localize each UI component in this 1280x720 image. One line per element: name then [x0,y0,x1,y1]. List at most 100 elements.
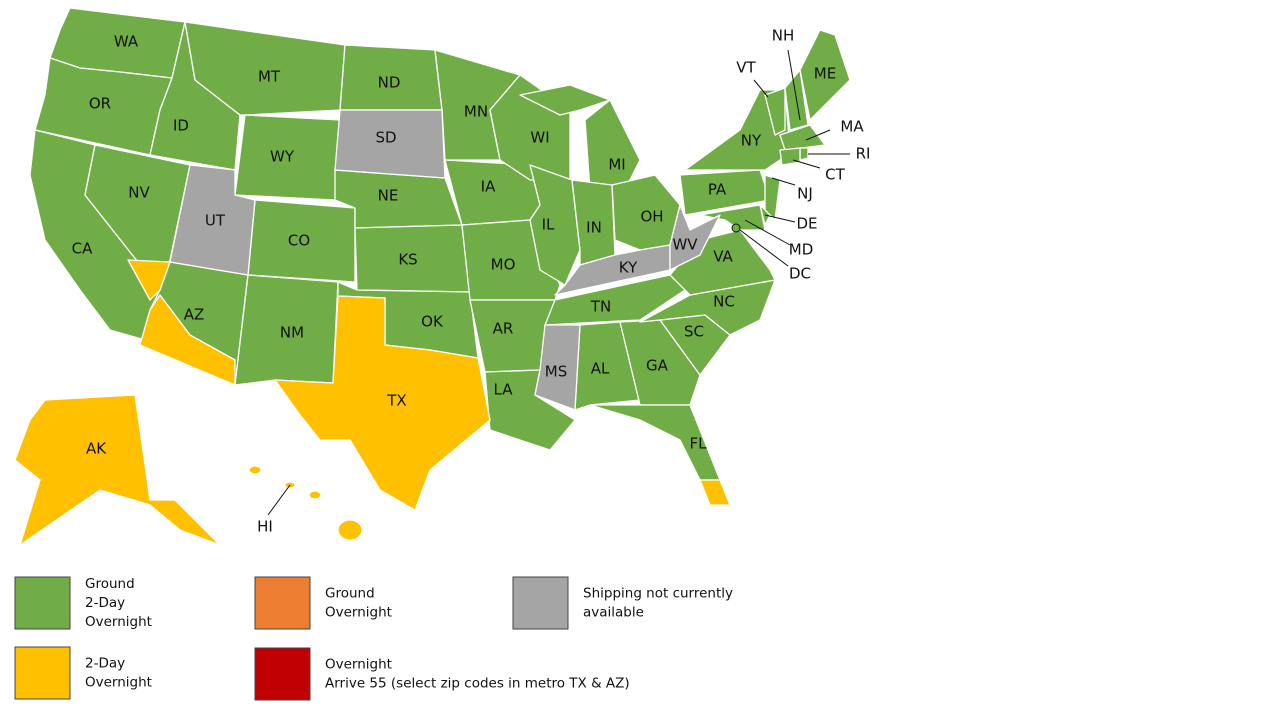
state-label: TN [590,298,611,316]
legend-text: Shipping not currently [583,586,733,602]
state-shape [699,204,766,231]
state-label: SC [684,323,704,341]
leader-line [771,177,796,186]
state-shape [779,147,801,166]
state-label: NV [128,184,150,202]
state-label: MN [464,103,488,121]
state-label: NH [772,27,795,45]
state-shape [519,84,611,116]
state-label: WV [672,236,698,254]
state-label: HI [257,518,273,536]
state-shape [764,87,786,136]
state-label: MD [789,241,814,259]
leader-line [739,229,789,267]
legend-text: Overnight [325,605,392,621]
legend-text: Ground [325,586,375,602]
state-label: SD [375,129,396,147]
state-label: NY [741,132,762,150]
legend-text: Overnight [85,614,152,630]
state-label: CO [288,232,310,250]
state-shape [334,109,446,179]
state-label: OK [421,313,444,331]
state-shape [764,174,781,221]
state-label: FL [690,435,708,453]
state-shape [534,324,581,411]
state-label: VT [736,59,756,77]
state-shape [14,394,221,546]
state-label: AZ [184,306,205,324]
legend-text: Overnight [85,675,152,691]
state-label: NE [378,187,399,205]
state-labels: WA OR CA NV ID MT WY CO AZ NM ND NE KS OK MN IA MO AR LA WI… [72,27,871,536]
state-label: NM [280,324,304,342]
state-label: IN [586,219,602,237]
legend-text: 2-Day [85,595,125,611]
state-label: DE [796,215,817,233]
state-label: VA [713,248,733,266]
state-label: DC [789,265,811,283]
state-label: LA [494,381,514,399]
state-label: RI [856,145,871,163]
state-label: MO [491,256,516,274]
state-label: AR [493,320,514,338]
leader-line [764,214,796,223]
state-label: NJ [797,185,813,203]
leader-line [792,159,821,169]
state-label: ID [173,117,189,135]
state-shape [669,204,721,271]
leader-line [744,219,791,246]
state-label: KY [619,259,638,277]
state-label: CT [825,166,845,184]
legend-swatch [254,576,311,630]
state-label: IA [481,178,496,196]
legend-text: Arrive 55 (select zip codes in metro TX … [325,676,630,692]
state-shape [337,519,363,541]
state-label: KS [398,251,417,269]
state-label: UT [205,212,226,230]
state-label: ME [814,65,836,83]
state-label: OR [89,95,111,113]
leader-line [787,49,801,121]
state-shape [544,274,701,326]
states [14,7,851,546]
state-label: GA [646,357,669,375]
partial-zone [699,479,731,506]
state-shape [799,147,809,161]
leader-line [753,79,769,98]
state-label: IL [542,216,555,234]
state-label: CA [72,240,93,258]
legend-text: 2-Day [85,656,125,672]
state-shape [584,99,641,191]
state-label: MA [840,118,864,136]
state-label: MI [608,156,625,174]
state-shape [248,465,262,475]
legend-text: Overnight [325,657,392,673]
state-shape [779,124,826,151]
state-shape [799,29,851,121]
state-shape [554,244,671,296]
state-label: MT [258,68,281,86]
state-label: OH [640,208,663,226]
state-label: TX [386,392,406,410]
legend-swatch [14,576,71,630]
state-shape [308,490,322,500]
state-label: PA [708,181,727,199]
state-label: MS [545,363,567,381]
state-label: WI [530,129,549,147]
state-label: AK [86,440,107,458]
state-label: ND [378,74,401,92]
legend-swatch [14,646,71,700]
legend-text: Ground [85,576,135,592]
state-label: WA [114,33,139,51]
state-label: WY [270,148,295,166]
legend-text: available [583,605,644,621]
leader-line [267,484,291,516]
legend-swatch [254,647,311,701]
leader-line [805,129,831,141]
state-label: NC [713,293,735,311]
legend-swatch [512,576,569,630]
state-shape [274,295,491,511]
legend: Ground 2-Day Overnight 2-Day Overnight Ground… [14,576,733,701]
partial-zone [139,294,236,386]
